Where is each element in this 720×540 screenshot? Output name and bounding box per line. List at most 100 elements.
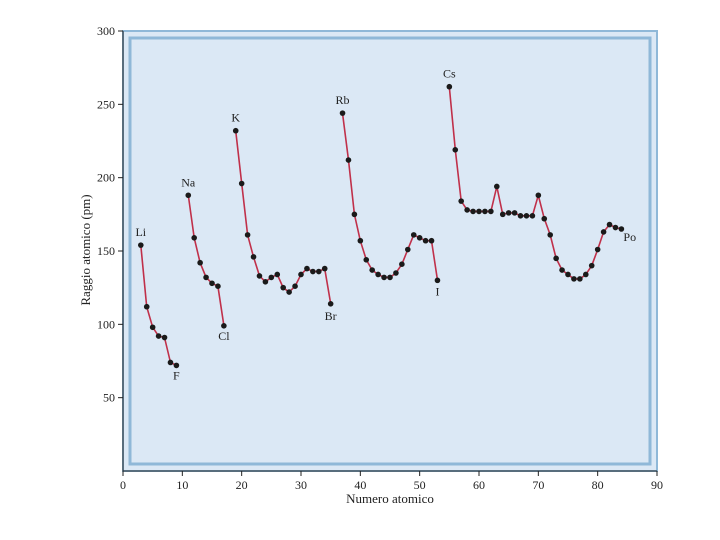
data-point [488, 208, 494, 215]
data-point [428, 237, 435, 244]
y-tick-label: 200 [97, 171, 115, 185]
data-point [387, 274, 393, 281]
data-point [167, 359, 174, 366]
element-label: Cl [218, 329, 230, 343]
data-point [244, 232, 251, 238]
data-point [203, 274, 209, 281]
data-point [351, 211, 358, 218]
axes: 0 10 20 30 40 50 60 70 80 90 50 100 150 200 250 300 [97, 24, 663, 492]
element-label: K [231, 111, 240, 125]
y-tick-label: 100 [97, 317, 115, 331]
data-point [238, 180, 245, 187]
data-point [482, 208, 488, 215]
element-label: Rb [336, 93, 350, 107]
data-point [191, 235, 197, 241]
data-point [327, 301, 334, 307]
data-point [274, 271, 281, 278]
data-point [143, 303, 150, 310]
data-point [173, 362, 180, 369]
data-point [618, 226, 625, 232]
x-tick-label: 50 [414, 478, 426, 492]
x-tick-label: 90 [651, 478, 663, 492]
data-point [422, 237, 429, 244]
data-point [571, 276, 577, 282]
plot-frame-inner [128, 36, 652, 466]
data-point [280, 284, 287, 291]
x-tick-label: 40 [354, 478, 366, 492]
x-tick-label: 10 [176, 478, 188, 492]
y-tick-label: 300 [97, 24, 115, 38]
data-point [511, 210, 518, 216]
data-point [410, 232, 417, 238]
data-point [209, 280, 215, 287]
data-point [434, 277, 441, 284]
data-point [588, 262, 595, 269]
data-point [577, 276, 583, 282]
data-point [446, 83, 453, 90]
x-tick-label: 30 [295, 478, 307, 492]
data-point [399, 261, 405, 268]
x-tick-label: 0 [120, 478, 126, 492]
data-point [321, 265, 328, 272]
data-point [505, 210, 512, 216]
data-point [464, 207, 470, 213]
x-axis-title: Numero atomico [346, 491, 434, 506]
plot-background [123, 31, 657, 471]
x-tick-label: 80 [592, 478, 604, 492]
series-group [185, 192, 227, 329]
x-tick-label: 20 [236, 478, 248, 492]
data-point [298, 271, 304, 278]
data-point [369, 267, 376, 273]
data-point [256, 273, 263, 279]
data-point [458, 198, 465, 204]
data-point [197, 259, 203, 266]
series-group [138, 242, 180, 369]
data-point [357, 237, 364, 244]
data-point [517, 213, 524, 219]
data-point [541, 215, 548, 222]
data-point [339, 110, 346, 116]
data-point [499, 211, 506, 218]
data-point [416, 235, 423, 241]
data-point [286, 289, 292, 295]
data-point [262, 279, 269, 285]
series-group [232, 127, 334, 307]
data-point [476, 208, 482, 215]
element-label: Po [623, 230, 636, 244]
data-point [553, 255, 559, 262]
data-point [268, 274, 275, 281]
data-point [594, 246, 601, 253]
data-point [161, 334, 168, 341]
labels-layer: Li F Na Cl K Br Rb I Cs Po [135, 67, 636, 383]
series-group [446, 83, 625, 282]
data-point [215, 283, 221, 290]
data-point [559, 267, 565, 273]
data-point [221, 323, 227, 329]
x-tick-label: 60 [473, 478, 485, 492]
data-point [363, 257, 370, 263]
data-point [547, 232, 553, 238]
y-axis-title: Raggio atomico (pm) [78, 194, 93, 305]
data-point [523, 213, 530, 219]
element-label: Li [135, 225, 146, 239]
data-point [494, 183, 500, 190]
data-point [452, 147, 459, 153]
series-group [339, 110, 441, 284]
data-point [185, 192, 192, 199]
data-point [606, 221, 613, 228]
data-point [535, 192, 542, 199]
data-point [600, 229, 607, 235]
data-point [345, 157, 352, 163]
y-tick-label: 250 [97, 97, 115, 111]
data-point [529, 213, 536, 219]
data-point [565, 271, 571, 278]
y-tick-label: 150 [97, 244, 115, 258]
data-point [381, 274, 387, 281]
element-label: Cs [443, 67, 456, 81]
data-point [310, 268, 316, 275]
data-point [155, 333, 162, 339]
data-point [304, 265, 310, 272]
data-point [232, 127, 239, 134]
data-point [405, 246, 411, 253]
